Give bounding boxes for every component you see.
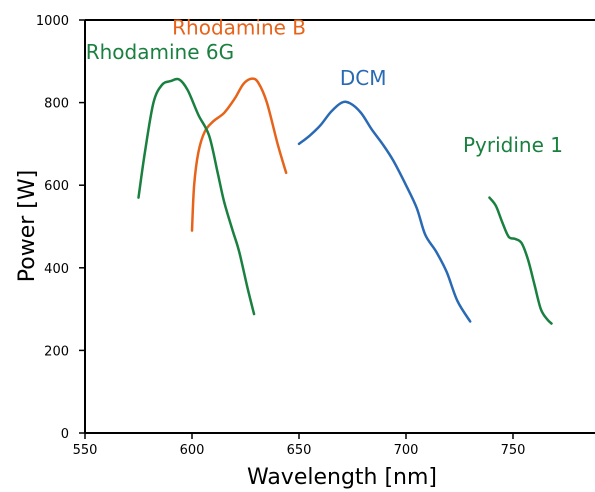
x-tick-label: 750 xyxy=(501,443,526,458)
x-tick-label: 550 xyxy=(73,443,98,458)
x-axis-title: Wavelength [nm] xyxy=(247,465,437,490)
x-tick-label: 600 xyxy=(180,443,205,458)
series-label-dcm: DCM xyxy=(340,66,387,90)
y-axis-ticks: 0 200 400 600 800 1000 xyxy=(36,14,85,442)
series-line-pyridine-1 xyxy=(488,196,553,325)
y-tick-label: 0 xyxy=(61,427,69,442)
series-label-rhodamine-b: Rhodamine B xyxy=(172,15,306,39)
y-tick-label: 800 xyxy=(44,97,69,112)
x-tick-label: 650 xyxy=(287,443,312,458)
y-tick-label: 600 xyxy=(44,179,69,194)
y-axis-title: Power [W] xyxy=(15,170,40,282)
series-line-dcm xyxy=(297,100,472,323)
series-label-rhodamine-6g: Rhodamine 6G xyxy=(86,40,234,64)
x-tick-label: 700 xyxy=(394,443,419,458)
series-label-pyridine-1: Pyridine 1 xyxy=(463,133,563,157)
series-line-rhodamine-b xyxy=(190,77,288,232)
series-layer xyxy=(137,77,553,325)
y-tick-label: 400 xyxy=(44,262,69,277)
series-line-rhodamine-6g xyxy=(137,77,256,316)
y-tick-label: 200 xyxy=(44,344,69,359)
x-axis-ticks: 550 600 650 700 750 xyxy=(73,433,526,458)
y-tick-label: 1000 xyxy=(36,14,69,29)
